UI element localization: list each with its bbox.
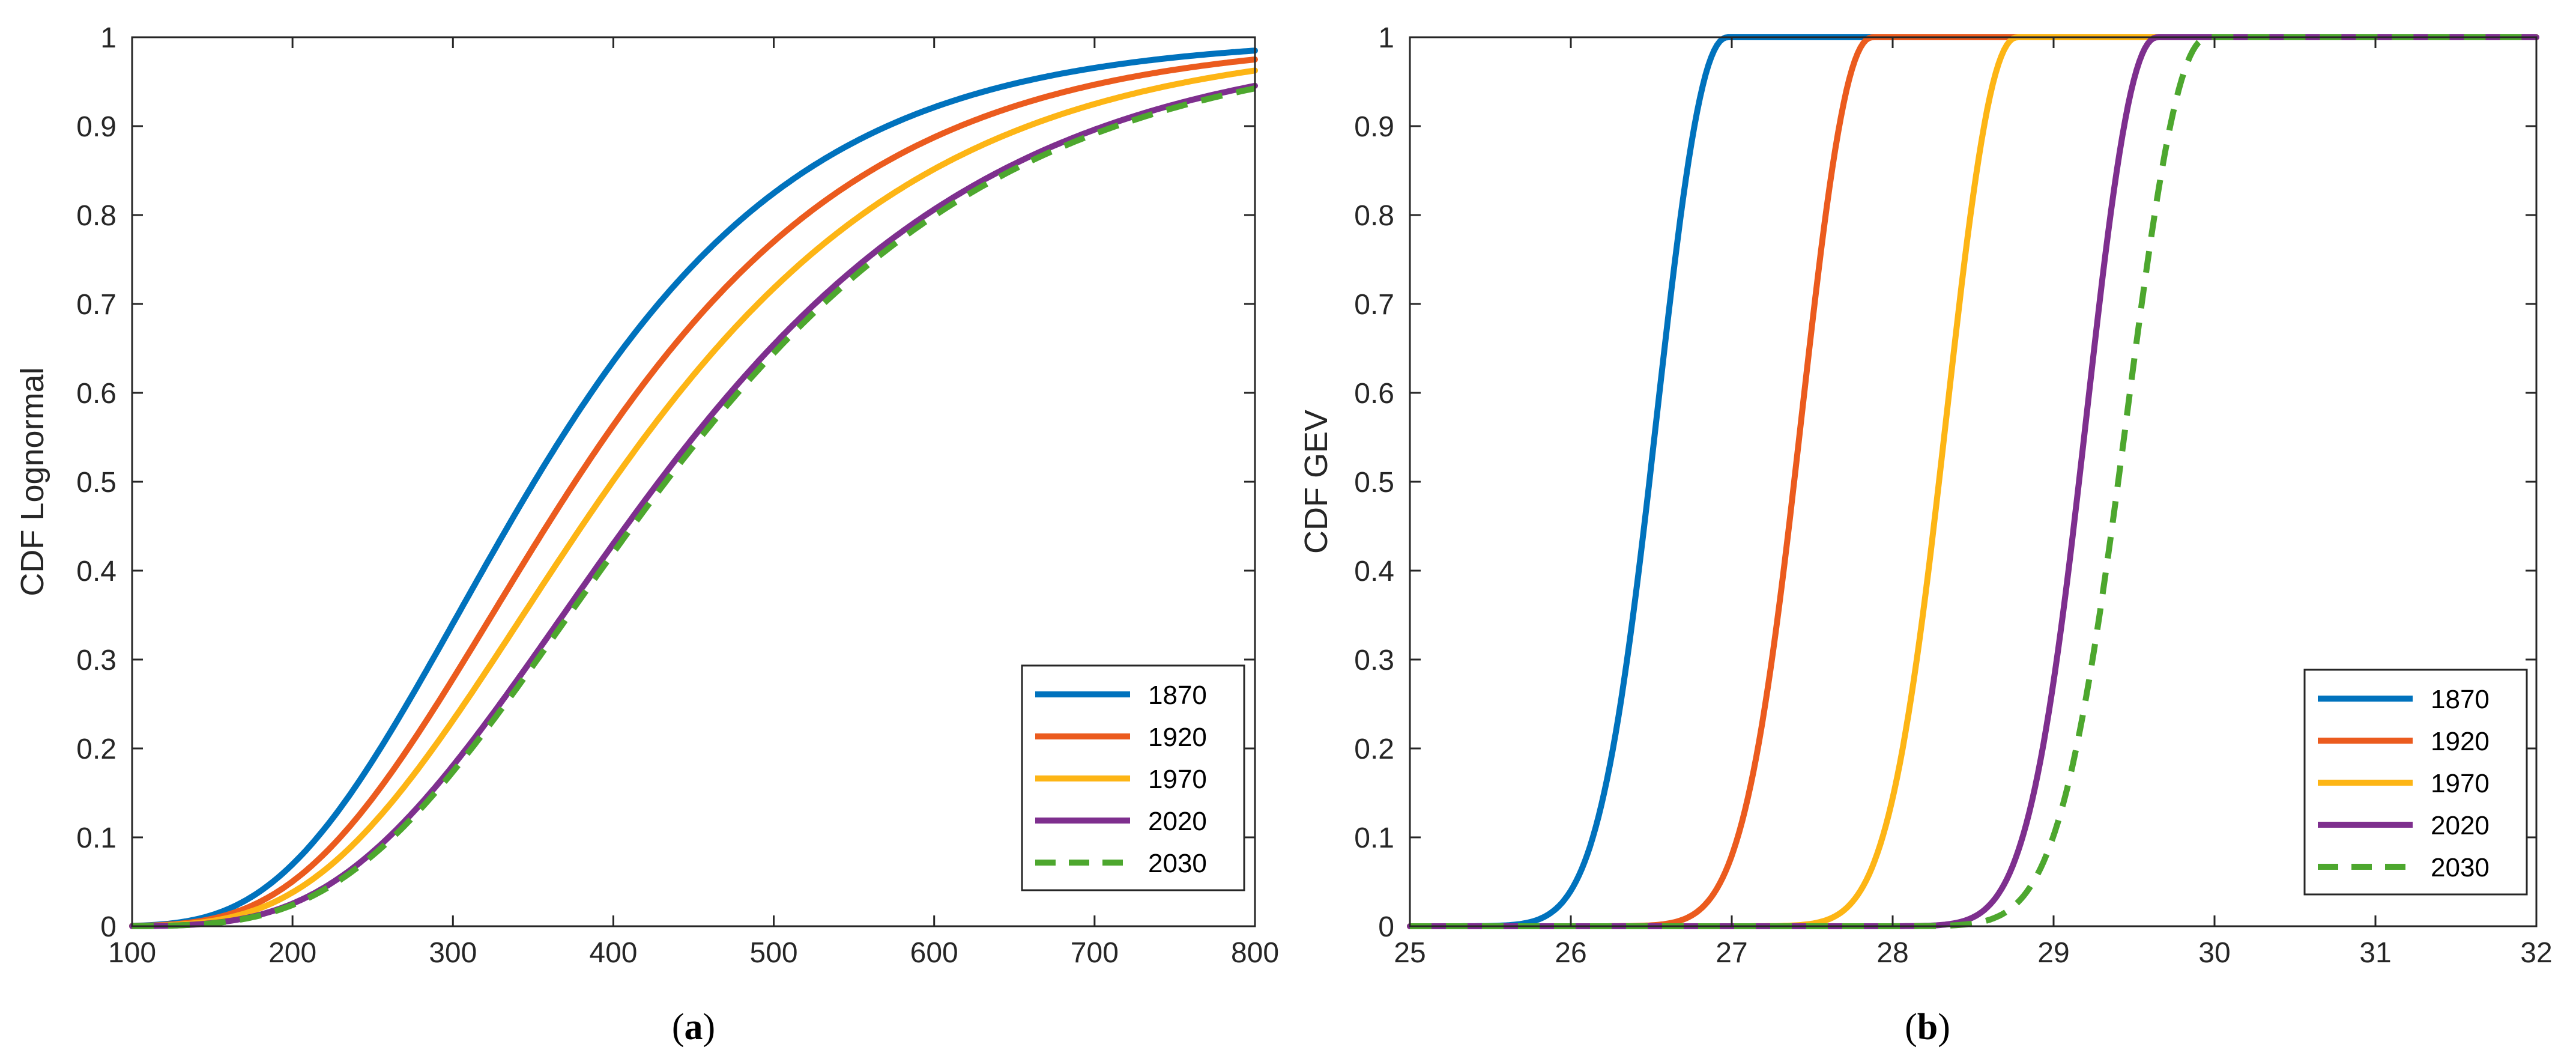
- panel-a-x-tick-label: 800: [1231, 937, 1279, 969]
- panel-b-legend-label-1970: 1970: [2431, 769, 2490, 798]
- panel-b-legend: 1870 1920 1970 2020 2030: [2303, 669, 2528, 896]
- panel-a-x-tick-label: 600: [910, 937, 958, 969]
- panel-a-x-tick-label: 700: [1071, 937, 1119, 969]
- panel-b-x-tick-label: 25: [1394, 937, 1426, 969]
- panel-b-x-tick-label: 30: [2198, 937, 2230, 969]
- panel-b-y-tick-label: 0.3: [1354, 645, 1394, 676]
- panel-b-y-tick-label: 0: [1378, 911, 1394, 943]
- panel-a-x-tick-label: 100: [108, 937, 156, 969]
- panel-b-x-tick-label: 31: [2359, 937, 2391, 969]
- panel-a-x-tick-label: 500: [750, 937, 798, 969]
- panel-a-caption-close: ): [703, 1007, 716, 1048]
- panel-a-legend-label-1970: 1970: [1148, 765, 1207, 794]
- panel-b-gev: 25 26 27 28 29 30 31 32 00.10.20.30.40.50.60.70…: [1298, 22, 2553, 1048]
- panel-a-y-tick-label: 0.3: [76, 645, 116, 676]
- panel-a-caption: (a): [672, 1007, 715, 1048]
- panel-a-y-tick-label: 0.7: [76, 289, 116, 321]
- panel-a-legend-label-1870: 1870: [1148, 681, 1207, 710]
- panel-b-legend-label-1920: 1920: [2431, 727, 2490, 756]
- panel-b-legend-label-2030: 2030: [2431, 853, 2490, 882]
- panel-a-legend: 1870 1920 1970 2020 2030: [1021, 664, 1245, 891]
- panel-a-y-tick-label: 1: [100, 22, 116, 54]
- panel-a-y-ticks: 0 0.1 0.2 0.3 0.4 0.5 0.6 0.7 0.8 0.9 1: [76, 22, 1255, 943]
- panel-b-caption-open: (: [1905, 1007, 1917, 1048]
- panel-b-y-tick-label: 0.9: [1354, 111, 1394, 143]
- panel-b-y-tick-label: 1: [1378, 22, 1394, 54]
- panel-a-x-tick-label: 200: [268, 937, 316, 969]
- panel-a-y-tick-label: 0.5: [76, 467, 116, 499]
- panel-a-y-tick-label: 0.9: [76, 111, 116, 143]
- panel-a-lognormal: 100 200 300 400 500 600 700 800 0 0.1 0.2 0.3 0.4 0.…: [14, 22, 1279, 1048]
- panel-b-x-tick-label: 27: [1716, 937, 1747, 969]
- panel-b-x-tick-label: 28: [1876, 937, 1908, 969]
- panel-b-y-tick-label: 0.6: [1354, 378, 1394, 410]
- panel-a-x-tick-label: 400: [589, 937, 637, 969]
- panel-b-y-tick-label: 0.4: [1354, 556, 1394, 587]
- panel-b-x-ticks: 25 26 27 28 29 30 31 32: [1394, 37, 2553, 969]
- panel-b-legend-label-2020: 2020: [2431, 811, 2490, 840]
- panel-a-curves: [129, 47, 1258, 929]
- panel-a-legend-label-1920: 1920: [1148, 723, 1207, 752]
- panel-a-x-tick-label: 300: [429, 937, 477, 969]
- panel-b-y-tick-label: 0.2: [1354, 733, 1394, 765]
- panel-a-y-tick-label: 0.6: [76, 378, 116, 410]
- panel-a-y-axis-label: CDF Lognormal: [14, 367, 50, 596]
- panel-a-y-tick-label: 0: [100, 911, 116, 943]
- panel-a-series-line-1970: [129, 67, 1258, 929]
- panel-a-legend-label-2020: 2020: [1148, 807, 1207, 836]
- panel-b-caption-close: ): [1938, 1007, 1950, 1048]
- panel-b-caption: (b): [1905, 1007, 1950, 1048]
- panel-a-series-line-2030: [132, 85, 1256, 929]
- panel-a-y-tick-label: 0.8: [76, 200, 116, 232]
- panel-b-y-axis-label: CDF GEV: [1298, 410, 1334, 554]
- panel-b-legend-label-1870: 1870: [2431, 685, 2490, 714]
- panel-a-series-line-1920: [129, 56, 1258, 929]
- panel-b-y-tick-label: 0.8: [1354, 200, 1394, 232]
- panel-b-x-tick-label: 26: [1555, 937, 1586, 969]
- panel-b-x-tick-label: 32: [2520, 937, 2552, 969]
- panel-b-caption-letter: b: [1917, 1007, 1938, 1048]
- panel-a-y-tick-label: 0.2: [76, 733, 116, 765]
- panel-b-x-tick-label: 29: [2037, 937, 2069, 969]
- panel-a-caption-open: (: [672, 1007, 685, 1048]
- panel-a-caption-letter: a: [685, 1007, 703, 1048]
- panel-a-y-tick-label: 0.4: [76, 556, 116, 587]
- panel-a-series-line-1870: [129, 47, 1258, 929]
- panel-a-y-tick-label: 0.1: [76, 822, 116, 854]
- panel-b-y-tick-label: 0.5: [1354, 467, 1394, 499]
- panel-b-y-ticks: 0 0.1 0.2 0.3 0.4 0.5 0.6 0.7 0.8 0.9 1: [1354, 22, 2536, 943]
- panel-a-legend-label-2030: 2030: [1148, 849, 1207, 878]
- panel-b-y-tick-label: 0.1: [1354, 822, 1394, 854]
- panel-b-y-tick-label: 0.7: [1354, 289, 1394, 321]
- panel-a-x-ticks: 100 200 300 400 500 600 700 800: [108, 37, 1279, 969]
